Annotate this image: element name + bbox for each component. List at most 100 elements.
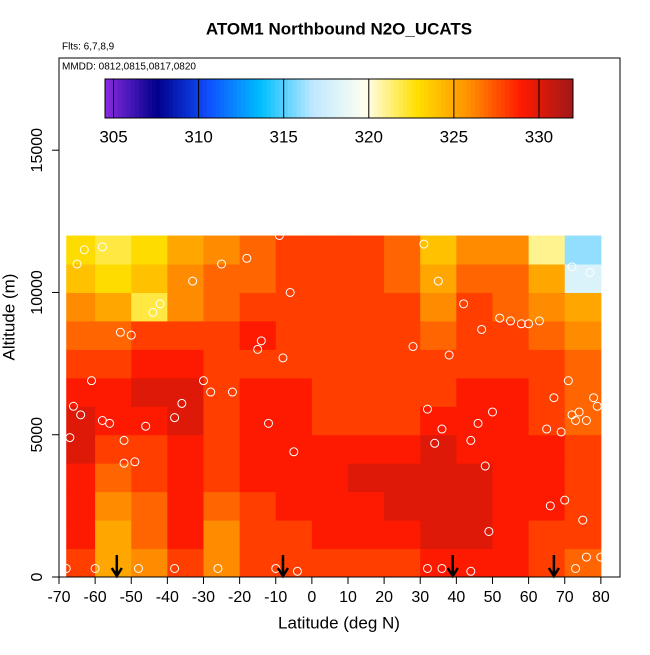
colorbar-step — [453, 79, 459, 118]
colorbar-step — [415, 79, 421, 118]
heat-cell — [456, 264, 493, 293]
heat-cell — [275, 491, 313, 521]
heat-cell — [420, 520, 457, 550]
heat-cell — [384, 463, 421, 493]
heat-cell — [384, 548, 421, 578]
heat-cell — [239, 235, 277, 265]
colorbar-step — [441, 79, 446, 118]
colorbar-step — [313, 79, 319, 118]
sample-point — [177, 398, 187, 408]
x-tick-label: -30 — [192, 589, 215, 606]
sample-point — [574, 407, 584, 417]
heat-cell — [239, 292, 277, 322]
x-tick-label: -40 — [156, 589, 179, 606]
colorbar-step — [407, 79, 412, 118]
colorbar-frame — [104, 78, 574, 119]
heat-cell — [347, 548, 385, 578]
x-tick-label: 50 — [484, 589, 502, 606]
colorbar-step — [402, 79, 408, 118]
heat-cell — [420, 434, 457, 464]
colorbar-step — [304, 79, 310, 118]
colorbar-step — [321, 79, 327, 118]
heat-cell — [275, 349, 313, 379]
sample-point — [571, 416, 581, 426]
colorbar-step — [339, 79, 344, 118]
x-tick-label: 0 — [307, 589, 316, 606]
colorbar-step — [287, 79, 293, 118]
colorbar-step — [411, 79, 417, 118]
heat-cell — [66, 491, 96, 521]
heat-cell — [492, 406, 530, 436]
heat-cell — [311, 463, 349, 493]
colorbar-step — [428, 79, 434, 118]
heat-cell — [528, 491, 566, 521]
sample-point — [65, 433, 75, 443]
colorbar-step — [241, 79, 246, 118]
flight-arrow — [547, 555, 560, 579]
colorbar-step — [126, 79, 132, 118]
heat-cell — [311, 548, 349, 578]
heat-cell — [66, 434, 96, 464]
colorbar-step — [113, 79, 119, 118]
heat-cell — [95, 406, 132, 436]
x-axis-label: Latitude (deg N) — [278, 613, 400, 632]
colorbar-step — [139, 79, 144, 118]
heat-cell — [131, 463, 168, 493]
heat-cell — [420, 463, 457, 493]
heat-cell — [347, 235, 385, 265]
heat-cell — [311, 491, 349, 521]
heat-cell — [492, 235, 530, 265]
colorbar-step — [266, 79, 272, 118]
sample-point — [433, 276, 443, 286]
plot-frame — [58, 57, 621, 578]
sample-point — [567, 262, 577, 272]
heat-cell — [66, 520, 96, 550]
heat-cell — [167, 434, 204, 464]
heat-cell — [528, 349, 566, 379]
heat-cell — [275, 434, 313, 464]
heat-cell — [564, 292, 602, 322]
heat-cell — [492, 434, 530, 464]
sample-point — [90, 563, 100, 573]
colorbar-step — [279, 79, 285, 118]
heat-cell — [95, 349, 132, 379]
sample-point — [592, 401, 602, 411]
colorbar-step — [475, 79, 480, 118]
sample-point — [133, 563, 143, 573]
heat-cell — [167, 463, 204, 493]
sample-point — [516, 319, 526, 329]
colorbar-step — [245, 79, 251, 118]
sample-point — [480, 461, 490, 471]
colorbar-step — [275, 79, 280, 118]
heat-cell — [311, 320, 349, 350]
heat-cell — [311, 292, 349, 322]
colorbar-step — [151, 79, 157, 118]
heat-cell — [420, 377, 457, 407]
colorbar-step — [122, 79, 127, 118]
colorbar-step — [530, 79, 536, 118]
sample-point — [422, 404, 432, 414]
heat-cell — [95, 264, 132, 293]
heat-cell — [95, 491, 132, 521]
heat-cell — [275, 463, 313, 493]
heat-cell — [492, 377, 530, 407]
y-tick-label: 15000 — [29, 128, 46, 173]
heat-cell — [131, 320, 168, 350]
colorbar-step — [300, 79, 306, 118]
sample-point — [292, 566, 302, 576]
heat-cell — [275, 406, 313, 436]
heat-cell — [95, 463, 132, 493]
colorbar-step — [551, 79, 557, 118]
heat-cell — [167, 264, 204, 293]
heat-cell — [275, 520, 313, 550]
heat-cell — [311, 434, 349, 464]
colorbar-step — [292, 79, 297, 118]
heat-cell — [384, 264, 421, 293]
sample-point — [188, 276, 198, 286]
heat-cell — [492, 349, 530, 379]
sample-point — [278, 353, 288, 363]
annotation: MMDD: 0812,0815,0817,0820 — [62, 62, 196, 73]
colorbar-step — [202, 79, 208, 118]
heat-cell — [167, 491, 204, 521]
sample-point — [422, 563, 432, 573]
